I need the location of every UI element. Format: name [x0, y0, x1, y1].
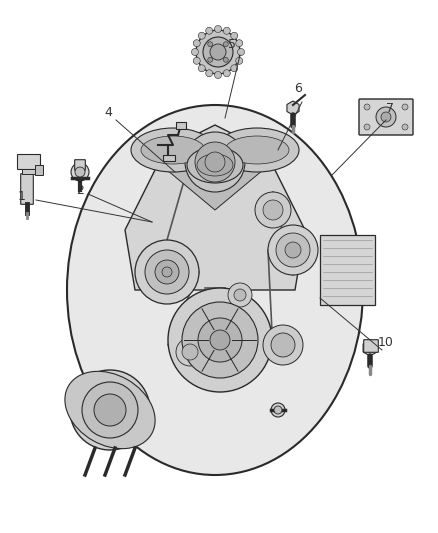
Circle shape	[231, 65, 238, 72]
Polygon shape	[363, 340, 377, 356]
Circle shape	[193, 58, 200, 64]
Text: 2: 2	[76, 183, 84, 197]
Circle shape	[376, 107, 396, 127]
Circle shape	[237, 49, 244, 55]
Circle shape	[276, 233, 310, 267]
Circle shape	[206, 70, 213, 77]
Polygon shape	[287, 101, 299, 115]
Ellipse shape	[67, 105, 363, 475]
Circle shape	[198, 318, 242, 362]
Circle shape	[223, 57, 228, 62]
Bar	[35, 165, 43, 175]
FancyBboxPatch shape	[18, 155, 40, 169]
Ellipse shape	[141, 136, 205, 164]
Circle shape	[271, 333, 295, 357]
Circle shape	[162, 267, 172, 277]
Circle shape	[145, 250, 189, 294]
Circle shape	[82, 382, 138, 438]
Ellipse shape	[197, 154, 233, 176]
Circle shape	[268, 225, 318, 275]
Circle shape	[196, 30, 240, 74]
Circle shape	[402, 124, 408, 130]
Circle shape	[228, 283, 252, 307]
FancyBboxPatch shape	[21, 174, 33, 204]
Circle shape	[231, 32, 238, 39]
Circle shape	[255, 192, 291, 228]
Circle shape	[94, 394, 126, 426]
Circle shape	[155, 260, 179, 284]
FancyBboxPatch shape	[359, 99, 413, 135]
Text: 5: 5	[228, 37, 236, 51]
Circle shape	[182, 344, 198, 360]
Bar	[176, 122, 186, 129]
Text: 1: 1	[18, 190, 26, 203]
Circle shape	[205, 152, 225, 172]
Ellipse shape	[225, 136, 289, 164]
Circle shape	[402, 104, 408, 110]
Circle shape	[206, 27, 213, 34]
Circle shape	[285, 242, 301, 258]
Circle shape	[203, 37, 233, 67]
Circle shape	[381, 112, 391, 122]
Text: 10: 10	[378, 335, 394, 349]
Circle shape	[193, 39, 200, 47]
FancyBboxPatch shape	[75, 160, 85, 171]
Circle shape	[210, 44, 226, 60]
Circle shape	[135, 240, 199, 304]
Circle shape	[70, 370, 150, 450]
Bar	[320, 235, 375, 305]
Circle shape	[191, 49, 198, 55]
Text: 7: 7	[386, 101, 394, 115]
Circle shape	[168, 288, 272, 392]
Circle shape	[215, 71, 222, 78]
Ellipse shape	[131, 128, 215, 172]
Circle shape	[176, 338, 204, 366]
Polygon shape	[155, 145, 275, 210]
Circle shape	[274, 406, 282, 414]
Circle shape	[236, 58, 243, 64]
Circle shape	[208, 57, 213, 62]
Circle shape	[195, 142, 235, 182]
Circle shape	[182, 302, 258, 378]
Circle shape	[364, 124, 370, 130]
Polygon shape	[125, 125, 305, 290]
Ellipse shape	[187, 147, 243, 183]
Circle shape	[263, 200, 283, 220]
Circle shape	[198, 32, 205, 39]
Circle shape	[71, 163, 89, 181]
Circle shape	[223, 27, 230, 34]
Bar	[163, 155, 175, 161]
FancyBboxPatch shape	[364, 340, 378, 352]
Circle shape	[236, 39, 243, 47]
Circle shape	[185, 132, 245, 192]
Circle shape	[223, 70, 230, 77]
Circle shape	[364, 104, 370, 110]
Text: 4: 4	[104, 106, 112, 118]
Circle shape	[263, 325, 303, 365]
Circle shape	[75, 167, 85, 177]
Circle shape	[210, 330, 230, 350]
Circle shape	[215, 26, 222, 33]
Bar	[22, 169, 36, 174]
Circle shape	[198, 65, 205, 72]
Ellipse shape	[65, 372, 155, 449]
Ellipse shape	[215, 128, 299, 172]
Text: 6: 6	[294, 82, 302, 94]
Circle shape	[223, 42, 228, 47]
Circle shape	[271, 403, 285, 417]
Circle shape	[234, 289, 246, 301]
Circle shape	[208, 42, 213, 47]
